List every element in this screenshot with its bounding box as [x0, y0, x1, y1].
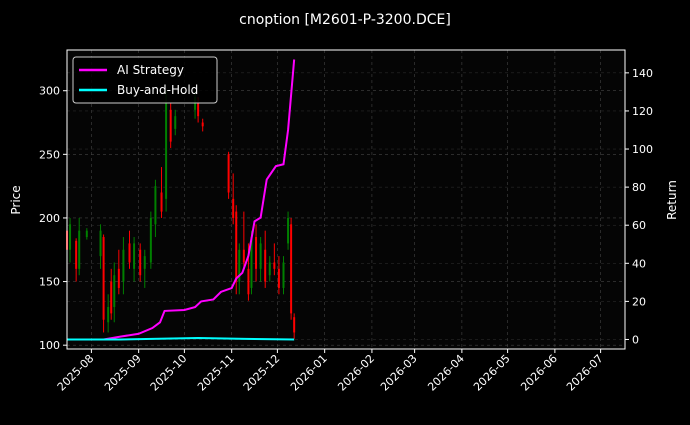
candle-body	[154, 186, 157, 225]
candle-body	[201, 122, 204, 127]
candle-body	[232, 198, 235, 218]
x-tick-label: 2025-11	[195, 352, 237, 394]
candle-body	[99, 230, 102, 257]
candle-body	[174, 116, 177, 129]
y-right-tick-label: 40	[632, 257, 646, 270]
candle-body	[277, 268, 280, 288]
x-tick-label: 2026-04	[425, 352, 467, 394]
candle-body	[227, 154, 230, 193]
candle-body	[169, 109, 172, 142]
y-left-tick-label: 200	[39, 212, 60, 225]
y-right-tick-label: 120	[632, 105, 653, 118]
y-left-tick-label: 150	[39, 276, 60, 289]
candle-body	[287, 217, 290, 244]
candle-body	[259, 243, 262, 269]
candle-body	[160, 192, 163, 212]
candle-body	[264, 249, 267, 282]
x-tick-label: 2025-08	[55, 352, 97, 394]
y-right-tick-label: 140	[632, 67, 653, 80]
candle-body	[128, 243, 131, 263]
series-line-ai-strategy	[67, 59, 296, 341]
legend-label: AI Strategy	[117, 63, 184, 77]
candle-body	[113, 275, 116, 308]
legend-label: Buy-and-Hold	[117, 83, 198, 97]
candle-body	[102, 237, 105, 320]
x-tick-label: 2026-06	[518, 352, 560, 394]
candle-body	[85, 230, 88, 238]
candle-body	[75, 240, 78, 269]
y-left-tick-label: 250	[39, 148, 60, 161]
candle-body	[165, 103, 168, 199]
candle-body	[78, 230, 81, 269]
candle-body	[293, 317, 296, 333]
plot-frame	[66, 49, 626, 350]
candle-body	[273, 262, 276, 269]
candle-body	[69, 224, 72, 250]
x-tick-label: 2026-05	[471, 352, 513, 394]
candle-body	[139, 249, 142, 276]
candle-body	[107, 307, 110, 323]
x-tick-label: 2026-01	[288, 352, 330, 394]
candle-body	[197, 103, 200, 117]
candle-body	[250, 237, 253, 288]
y-right-tick-label: 20	[632, 295, 646, 308]
candle-body	[268, 262, 271, 276]
x-tick-label: 2025-09	[102, 352, 144, 394]
candle-body	[238, 249, 241, 282]
x-tick-label: 2026-02	[335, 352, 377, 394]
candle-body	[255, 237, 258, 269]
y-right-tick-label: 0	[632, 333, 639, 346]
candle-body	[133, 243, 136, 269]
candle-body	[110, 281, 113, 314]
x-tick-label: 2025-12	[241, 352, 283, 394]
x-tick-label: 2026-03	[378, 352, 420, 394]
y-right-tick-label: 60	[632, 219, 646, 232]
candle-body	[282, 262, 285, 288]
y-right-label: Return	[665, 180, 679, 220]
y-left-label: Price	[9, 185, 23, 214]
y-right-tick-label: 100	[632, 143, 653, 156]
x-tick-label: 2025-10	[148, 352, 190, 394]
candle-body	[117, 268, 120, 288]
y-right-tick-label: 80	[632, 181, 646, 194]
candle-body	[247, 268, 250, 295]
chart-title: cnoption [M2601-P-3200.DCE]	[239, 12, 451, 28]
candle-body	[149, 217, 152, 263]
series-line-buy-and-hold	[67, 336, 295, 341]
candle-body	[143, 256, 146, 269]
y-left-tick-label: 300	[39, 85, 60, 98]
x-tick-label: 2026-07	[564, 352, 606, 394]
candle-body	[235, 211, 238, 282]
legend	[72, 56, 218, 104]
candle-body	[242, 249, 245, 263]
candle-body	[290, 224, 293, 314]
candle-body	[122, 249, 125, 282]
y-left-tick-label: 100	[39, 339, 60, 352]
